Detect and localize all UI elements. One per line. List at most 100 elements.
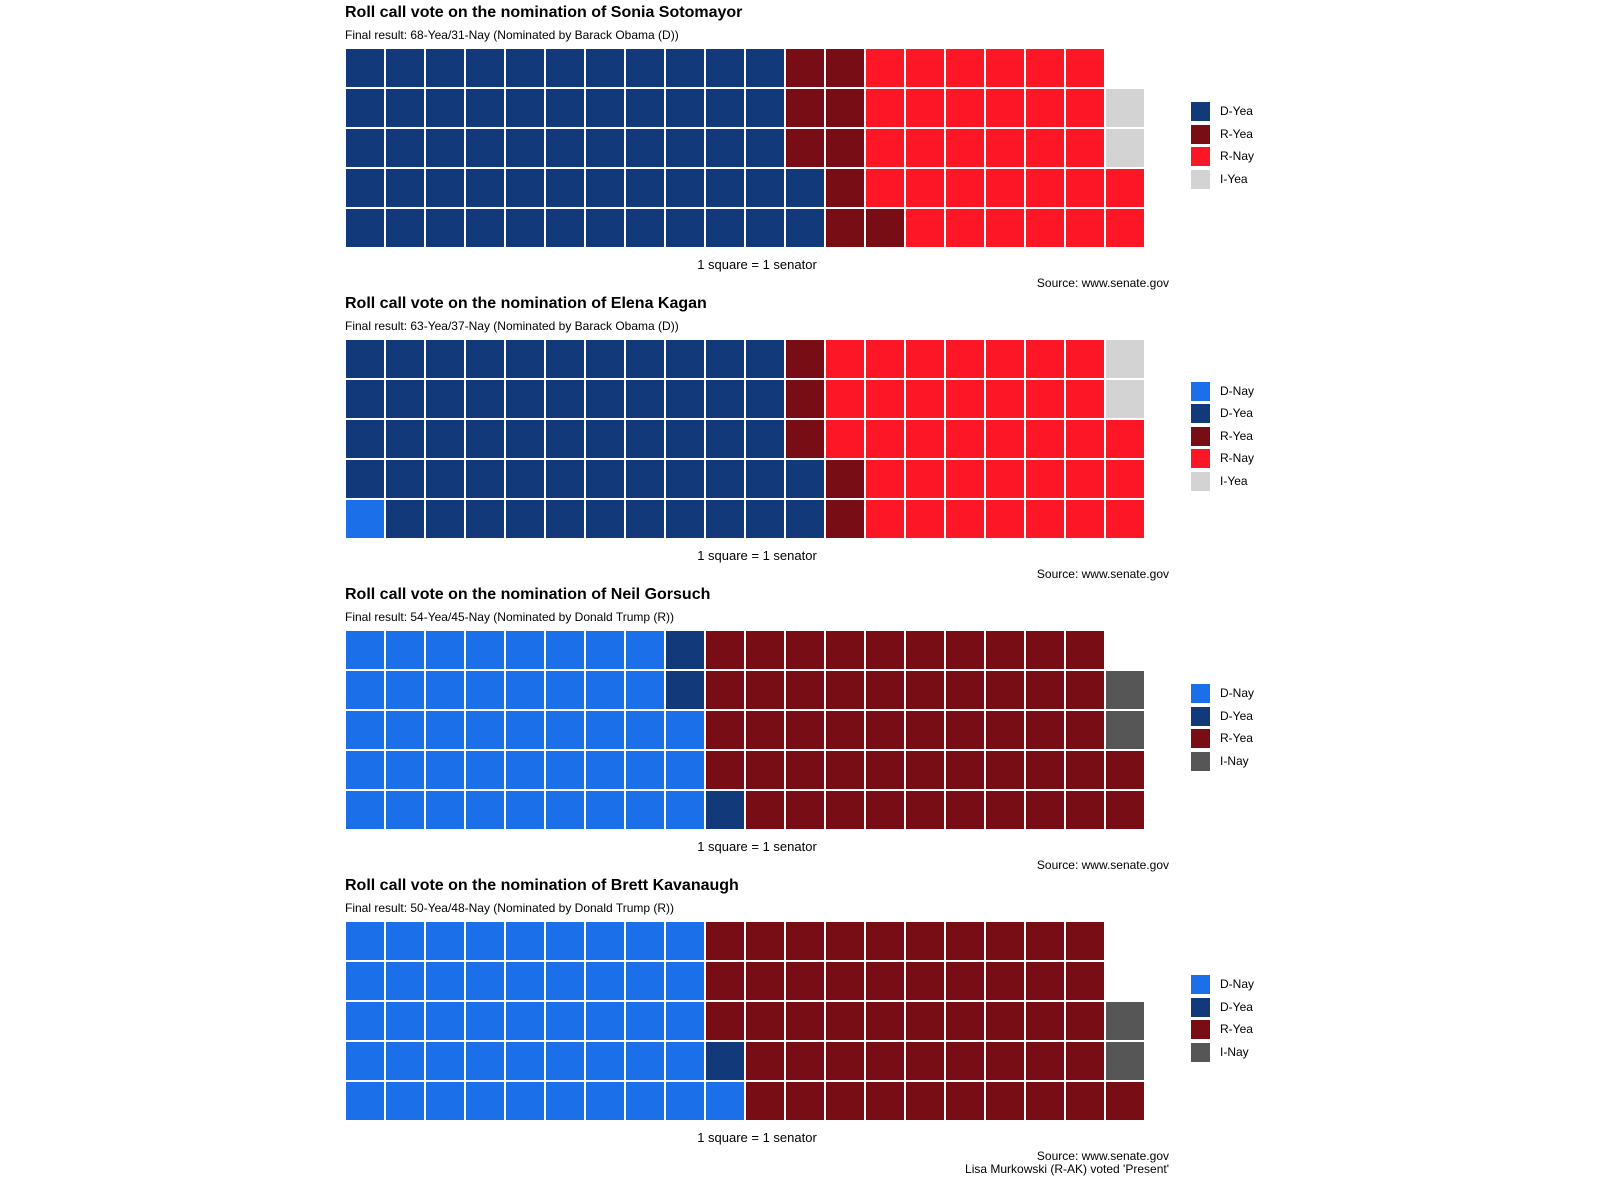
waffle-square-d-nay [505,750,545,790]
waffle-square-d-yea [585,128,625,168]
chart-title: Roll call vote on the nomination of Soni… [345,4,743,21]
waffle-square-d-yea [705,459,745,499]
chart-title: Roll call vote on the nomination of Bret… [345,877,739,894]
waffle-square-d-yea [625,499,665,539]
waffle-square-r-yea [1025,1001,1065,1041]
waffle-square-r-nay [985,208,1025,248]
waffle-square-d-yea [625,88,665,128]
waffle-square-r-yea [745,750,785,790]
waffle-square-i-yea [1105,339,1145,379]
legend-swatch [1190,683,1211,704]
waffle-square-r-yea [825,48,865,88]
waffle-square-d-yea [705,790,745,830]
waffle-square-d-nay [585,790,625,830]
waffle-square-d-yea [625,339,665,379]
waffle-square-r-yea [985,670,1025,710]
waffle-square-d-yea [345,128,385,168]
waffle-square-d-yea [345,379,385,419]
waffle-square-d-yea [585,459,625,499]
waffle-square-r-yea [825,630,865,670]
waffle-square-d-yea [625,459,665,499]
waffle-square-r-nay [865,168,905,208]
waffle-square-d-nay [545,790,585,830]
chart-panel-kagan: Roll call vote on the nomination of Elen… [0,291,1600,589]
waffle-square-r-yea [1065,1081,1105,1121]
waffle-square-r-nay [1105,208,1145,248]
waffle-square-r-nay [945,459,985,499]
waffle-square-d-yea [585,499,625,539]
waffle-square-r-yea [1105,750,1145,790]
chart-subtitle: Final result: 68-Yea/31-Nay (Nominated b… [345,28,679,42]
waffle-square-d-nay [625,1081,665,1121]
waffle-square-r-nay [1025,168,1065,208]
waffle-square-r-yea [985,790,1025,830]
waffle-square-d-yea [465,459,505,499]
waffle-square-d-nay [625,921,665,961]
waffle-square-r-yea [785,961,825,1001]
waffle-square-d-yea [745,379,785,419]
waffle-square-d-yea [545,379,585,419]
waffle-square-d-yea [425,48,465,88]
waffle-square-r-yea [985,710,1025,750]
legend-label: I-Nay [1220,1044,1249,1059]
waffle-square-d-yea [665,419,705,459]
waffle-square-d-nay [345,961,385,1001]
waffle-square-d-yea [385,339,425,379]
waffle-square-d-yea [425,88,465,128]
waffle-square-d-nay [345,1081,385,1121]
chart-title: Roll call vote on the nomination of Neil… [345,586,711,603]
waffle-square-d-nay [505,961,545,1001]
waffle-square-r-yea [985,961,1025,1001]
chart-source: Source: www.senate.gov [1037,568,1169,581]
waffle-square-d-nay [545,961,585,1001]
waffle-square-d-yea [465,499,505,539]
waffle-square-d-nay [665,750,705,790]
waffle-square-r-nay [1105,499,1145,539]
waffle-square-r-yea [705,750,745,790]
waffle-square-r-yea [945,1081,985,1121]
waffle-square-r-yea [785,1081,825,1121]
waffle-square-d-yea [745,88,785,128]
waffle-square-d-nay [385,1041,425,1081]
waffle-square-d-nay [585,921,625,961]
waffle-square-r-nay [865,339,905,379]
waffle-square-r-nay [945,419,985,459]
waffle-square-r-yea [745,710,785,750]
chart-source: Source: www.senate.gov [1037,277,1169,290]
waffle-square-d-nay [345,1041,385,1081]
waffle-square-d-yea [465,88,505,128]
waffle-square-r-yea [785,921,825,961]
waffle-square-r-nay [1105,419,1145,459]
waffle-square-r-yea [945,1041,985,1081]
waffle-square-r-yea [1025,921,1065,961]
waffle-square-r-nay [905,419,945,459]
waffle-square-d-yea [585,339,625,379]
waffle-square-d-nay [585,1041,625,1081]
waffle-square-r-nay [1065,168,1105,208]
waffle-square-d-yea [785,459,825,499]
legend-swatch [1190,168,1211,190]
waffle-square-d-yea [545,499,585,539]
waffle-square-r-yea [985,630,1025,670]
waffle-square-d-nay [505,1041,545,1081]
waffle-square-r-yea [825,750,865,790]
waffle-square-d-yea [505,499,545,539]
waffle-square-r-yea [985,750,1025,790]
legend-label: D-Nay [1220,686,1255,700]
waffle-square-d-yea [745,339,785,379]
waffle-square-d-yea [665,168,705,208]
waffle-square-d-nay [345,710,385,750]
waffle-square-i-nay [1105,1041,1145,1081]
legend-label: D-Nay [1220,383,1255,398]
legend-swatch [1190,750,1211,772]
waffle-square-r-yea [1065,670,1105,710]
waffle-square-d-nay [425,630,465,670]
waffle-square-d-yea [585,379,625,419]
legend-swatch [1190,425,1211,447]
waffle-square-r-nay [905,48,945,88]
waffle-square-d-yea [665,128,705,168]
waffle-square-d-nay [385,1081,425,1121]
waffle-square-r-yea [825,459,865,499]
waffle-square-d-yea [745,128,785,168]
waffle-square-d-yea [465,419,505,459]
